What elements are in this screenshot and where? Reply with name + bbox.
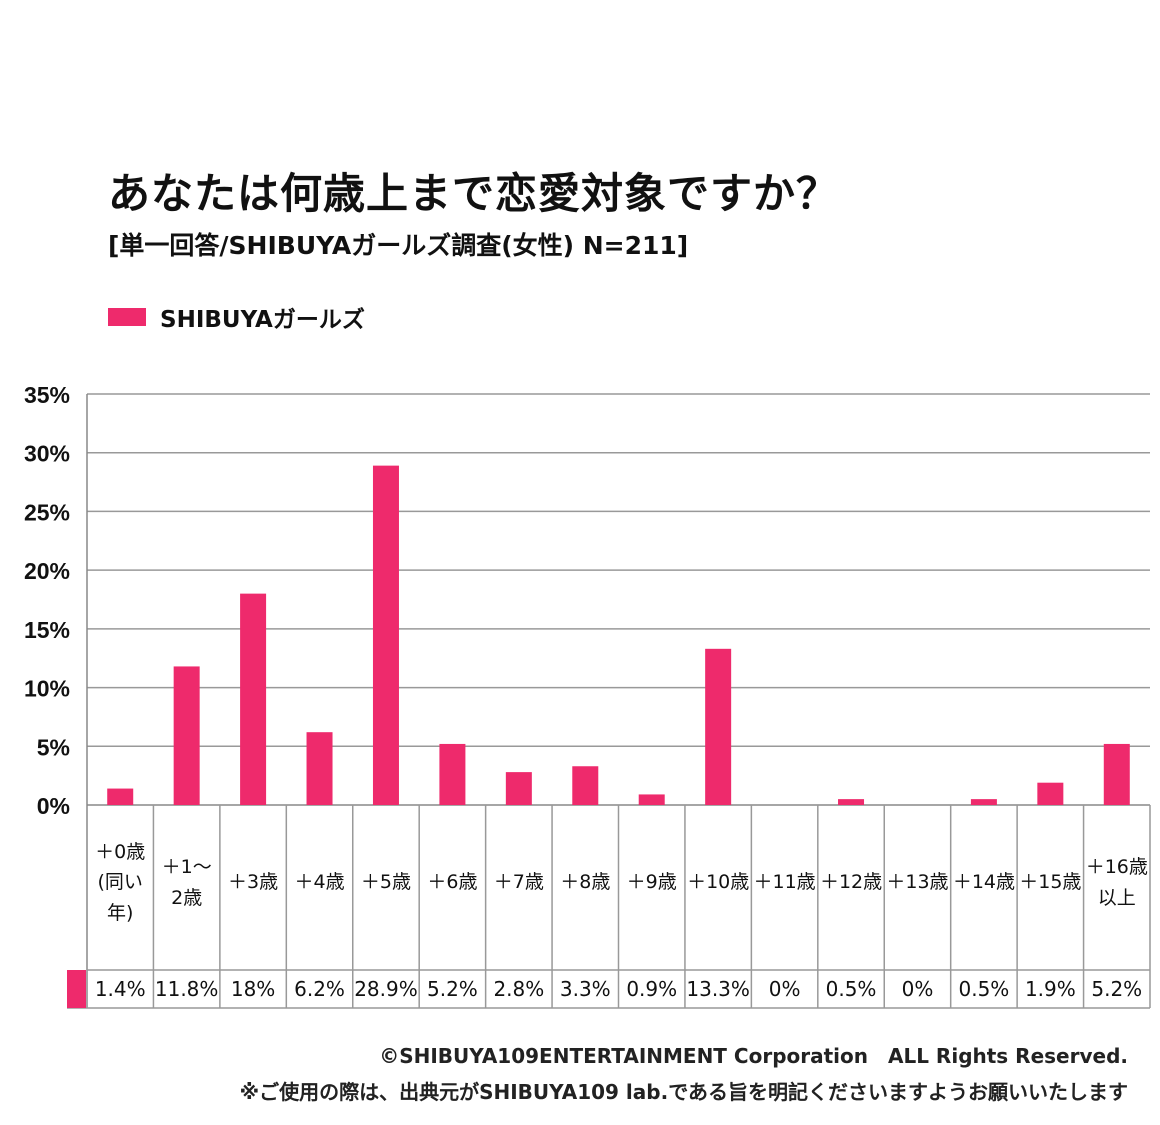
- x-category-label: ＋12歳: [819, 871, 883, 894]
- bar: [705, 648, 732, 805]
- x-category-label: ＋7歳: [493, 871, 544, 894]
- bar: [372, 465, 399, 805]
- data-value-label: 5.2%: [427, 977, 478, 1001]
- data-value-label: 18%: [230, 977, 276, 1001]
- bar: [439, 743, 466, 805]
- legend: SHIBUYAガールズ: [108, 300, 365, 334]
- bar: [838, 799, 865, 805]
- table-legend-swatch: [67, 970, 86, 1008]
- data-value-label: 0.5%: [825, 977, 877, 1001]
- x-category-label: ＋0歳 (同い年): [95, 840, 146, 924]
- data-value-label: 0%: [768, 977, 801, 1001]
- data-value-label: 5.2%: [1091, 977, 1143, 1001]
- chart-title: あなたは何歳上まで恋愛対象ですか？: [108, 169, 840, 218]
- y-tick-label: 10%: [24, 676, 70, 702]
- usage-note: ※ご使用の際は、出典元がSHIBUYA109 lab.である旨を明記くださいます…: [239, 1080, 1128, 1104]
- y-tick-label: 20%: [24, 558, 70, 584]
- data-value-label: 2.8%: [493, 977, 545, 1001]
- x-category-label: ＋3歳: [228, 871, 279, 894]
- bar: [505, 772, 532, 805]
- x-category-label: ＋15歳: [1019, 871, 1082, 894]
- bar: [240, 593, 267, 805]
- data-value-label: 1.9%: [1024, 977, 1076, 1001]
- y-tick-label: 15%: [24, 617, 70, 643]
- x-category-label: ＋13歳: [886, 871, 949, 894]
- x-category-label: ＋6歳: [427, 871, 478, 894]
- y-tick-label: 25%: [24, 499, 70, 525]
- bar: [1103, 743, 1130, 805]
- x-category-label: ＋8歳: [560, 871, 611, 894]
- copyright: ©SHIBUYA109ENTERTAINMENT Corporation ALL…: [379, 1044, 1128, 1068]
- y-tick-label: 0%: [37, 793, 70, 819]
- legend-swatch: [108, 308, 146, 326]
- data-value-label: 6.2%: [294, 977, 345, 1001]
- x-category-label: ＋4歳: [294, 871, 345, 894]
- x-category-label: ＋14歳: [952, 871, 1015, 894]
- bar: [107, 788, 134, 805]
- legend-label: SHIBUYAガールズ: [160, 307, 365, 333]
- x-category-label: ＋5歳: [360, 871, 412, 894]
- x-category-label: ＋11歳: [753, 871, 816, 894]
- bar: [572, 766, 599, 805]
- y-tick-label: 30%: [24, 441, 70, 467]
- x-category-label: ＋1〜 2歳: [161, 856, 212, 909]
- data-value-label: 3.3%: [559, 977, 611, 1001]
- data-value-label: 11.8%: [154, 977, 219, 1001]
- bar: [173, 666, 200, 805]
- bar: [1037, 782, 1064, 805]
- bar: [638, 794, 665, 805]
- bar: [306, 732, 333, 805]
- data-value-label: 1.4%: [94, 977, 146, 1001]
- x-category-label: ＋10歳: [687, 871, 750, 894]
- y-tick-label: 35%: [24, 382, 70, 408]
- data-value-label: 0.5%: [958, 977, 1010, 1001]
- bar: [970, 799, 997, 805]
- x-category-label: ＋9歳: [626, 871, 677, 894]
- x-category-label: ＋16歳 以上: [1085, 856, 1148, 909]
- data-value-label: 28.9%: [354, 977, 418, 1001]
- data-value-label: 13.3%: [686, 977, 750, 1001]
- data-value-label: 0%: [901, 977, 934, 1001]
- chart-subtitle: [単一回答/SHIBUYAガールズ調査(女性) N=211]: [108, 231, 689, 260]
- data-value-label: 0.9%: [626, 977, 678, 1001]
- y-tick-label: 5%: [37, 734, 70, 760]
